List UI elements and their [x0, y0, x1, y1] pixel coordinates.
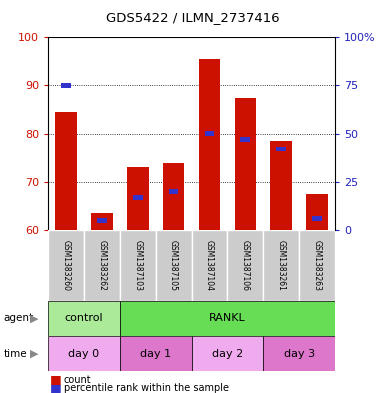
Text: ■: ■ [50, 382, 62, 393]
FancyBboxPatch shape [48, 230, 84, 301]
FancyBboxPatch shape [84, 230, 120, 301]
Text: ▶: ▶ [30, 349, 39, 359]
Text: control: control [65, 313, 103, 323]
Bar [234, 97, 256, 230]
Text: GSM1387103: GSM1387103 [133, 240, 142, 291]
Bar [133, 195, 142, 200]
Text: day 2: day 2 [212, 349, 243, 359]
FancyBboxPatch shape [120, 230, 156, 301]
Text: GSM1387105: GSM1387105 [169, 240, 178, 291]
FancyBboxPatch shape [192, 230, 228, 301]
Bar [169, 189, 179, 194]
Bar [199, 59, 220, 230]
FancyBboxPatch shape [299, 230, 335, 301]
Text: GSM1387104: GSM1387104 [205, 240, 214, 291]
Text: count: count [64, 375, 91, 385]
Text: day 0: day 0 [69, 349, 100, 359]
Bar [306, 194, 328, 230]
Bar [127, 167, 149, 230]
Bar [270, 141, 292, 230]
Text: ▶: ▶ [30, 313, 39, 323]
FancyBboxPatch shape [192, 336, 263, 371]
Text: GDS5422 / ILMN_2737416: GDS5422 / ILMN_2737416 [106, 11, 279, 24]
Bar [55, 112, 77, 230]
Text: agent: agent [4, 313, 34, 323]
Text: percentile rank within the sample: percentile rank within the sample [64, 383, 229, 393]
Bar [91, 213, 113, 230]
Bar [204, 131, 214, 136]
FancyBboxPatch shape [120, 336, 192, 371]
Text: day 1: day 1 [140, 349, 171, 359]
Text: GSM1383263: GSM1383263 [313, 240, 321, 291]
Text: day 3: day 3 [283, 349, 315, 359]
FancyBboxPatch shape [228, 230, 263, 301]
Bar [97, 218, 107, 223]
Text: RANKL: RANKL [209, 313, 246, 323]
FancyBboxPatch shape [48, 336, 120, 371]
Bar [61, 83, 71, 88]
Text: GSM1383260: GSM1383260 [62, 240, 70, 291]
Bar [163, 162, 184, 230]
Text: time: time [4, 349, 27, 359]
Text: GSM1383262: GSM1383262 [97, 240, 106, 291]
Text: GSM1387106: GSM1387106 [241, 240, 250, 291]
FancyBboxPatch shape [263, 336, 335, 371]
FancyBboxPatch shape [120, 301, 335, 336]
FancyBboxPatch shape [156, 230, 192, 301]
Text: ■: ■ [50, 373, 62, 387]
Bar [276, 147, 286, 151]
Text: GSM1383261: GSM1383261 [277, 240, 286, 291]
Bar [241, 137, 250, 142]
FancyBboxPatch shape [48, 301, 120, 336]
FancyBboxPatch shape [263, 230, 299, 301]
Bar [312, 216, 322, 221]
